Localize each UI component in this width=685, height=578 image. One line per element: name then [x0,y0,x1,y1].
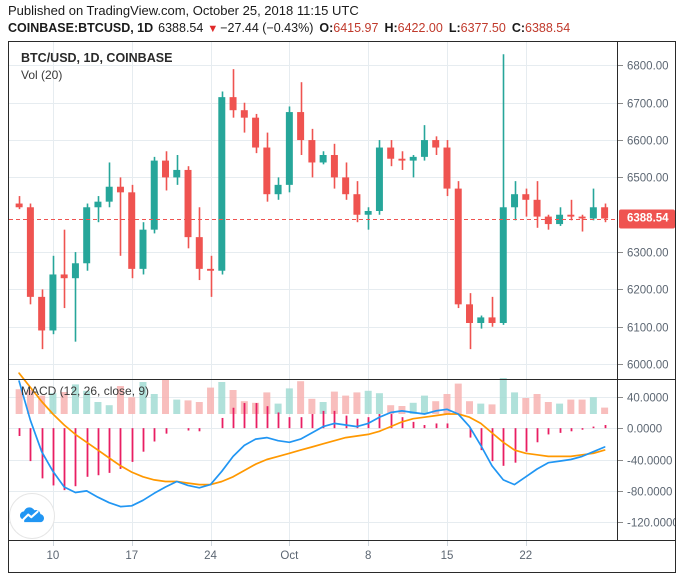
time-axis-tickmark [211,541,212,546]
time-axis-tickmark [289,541,290,546]
price-change: −27.44 (−0.43%) [220,21,314,35]
high-value: 6422.00 [397,21,443,35]
symbol-label: COINBASE:BTCUSD, 1D [8,21,154,35]
macd-legend: MACD (12, 26, close, 9) [21,384,150,398]
price-axis-tick: 6700.00 [627,99,669,111]
time-axis-tickmark [53,541,54,546]
time-axis-label: 22 [519,550,533,562]
macd-axis-tick: -40.0000 [627,456,672,468]
price-axis-tick: 6000.00 [627,360,669,372]
high-key: H: [384,21,398,35]
open-value: 6415.97 [333,21,379,35]
price-axis-tick: 6600.00 [627,136,669,148]
last-price: 6388.54 [158,21,204,35]
plot-area[interactable]: BTC/USD, 1D, COINBASE Vol (20) MACD (12,… [9,42,617,540]
price-axis-tick: 6500.00 [627,173,669,185]
time-axis-label: 15 [440,550,454,562]
time-axis-tickmark [447,541,448,546]
axis-svg: 6800.00 6700.00 6600.00 6500.00 6300.00 6200.… [618,61,675,530]
quote-summary-line: COINBASE:BTCUSD, 1D 6388.54 ▼ −27.44 (−0.43… [8,20,570,37]
macd-axis-tick: 40.0000 [627,393,669,405]
low-value: 6377.50 [460,21,506,35]
time-axis-tickmark [368,541,369,546]
time-axis-label: Oct [280,550,299,562]
time-axis[interactable]: 10 17 24 Oct 8 15 22 [8,541,676,573]
time-axis-tickmark [526,541,527,546]
tradingview-logo[interactable] [9,493,55,539]
plot-svg [9,42,617,540]
published-caption: Published on TradingView.com, October 25… [8,3,359,18]
macd-axis-tick: 0.0000 [627,424,662,436]
time-axis-label: 24 [204,550,217,562]
close-value: 6388.54 [525,21,571,35]
price-axis-tick: 6800.00 [627,61,669,73]
open-key: O: [319,21,334,35]
low-key: L: [448,21,461,35]
price-axis-tick: 6100.00 [627,323,669,335]
panel-separator [9,379,617,380]
tradingview-glyph-icon [20,507,44,523]
time-axis-label: 8 [364,550,372,562]
axis-separator [618,379,675,380]
time-axis-label: 10 [46,550,60,562]
price-axis-tick: 6200.00 [627,285,669,297]
volume-legend: Vol (20) [21,68,63,82]
time-axis-tickmark [132,541,133,546]
price-axis[interactable]: 6800.00 6700.00 6600.00 6500.00 6300.00 6200.… [617,42,675,540]
chart-frame: BTC/USD, 1D, COINBASE Vol (20) MACD (12,… [8,41,676,541]
close-key: C: [511,21,526,35]
price-legend: BTC/USD, 1D, COINBASE [21,51,173,65]
time-axis-label: 17 [125,550,139,562]
macd-axis-tick: -120.0000 [627,518,675,530]
current-price-badge: 6388.54 [619,209,675,229]
down-arrow-icon: ▼ [207,23,219,35]
macd-axis-tick: -80.0000 [627,487,672,499]
price-axis-tick: 6300.00 [627,248,669,260]
